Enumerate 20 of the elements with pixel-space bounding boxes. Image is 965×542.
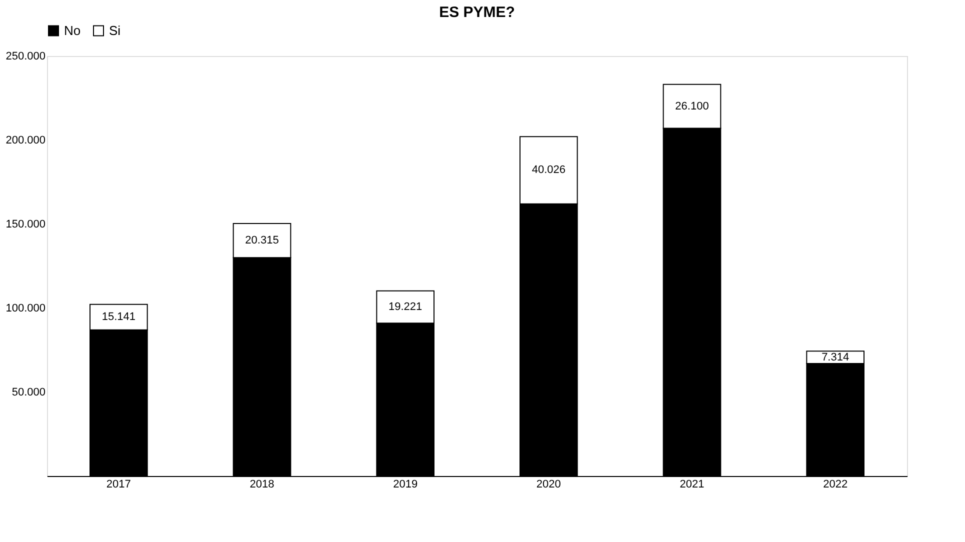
y-tick-label: 250.000 bbox=[6, 50, 46, 62]
legend-label: Si bbox=[109, 22, 121, 38]
data-label: 20.315 bbox=[245, 234, 279, 247]
y-tick-label: 200.000 bbox=[6, 134, 46, 146]
data-label: 19.221 bbox=[388, 300, 422, 313]
y-tick-label: 50.000 bbox=[12, 386, 46, 398]
data-label: 26.100 bbox=[675, 100, 709, 112]
x-tick-label: 2022 bbox=[823, 478, 848, 490]
chart-title: ES PYME? bbox=[439, 4, 515, 21]
data-label: 40.026 bbox=[532, 164, 566, 176]
y-tick-label: 150.000 bbox=[6, 218, 46, 230]
data-label: 7.314 bbox=[822, 351, 850, 364]
data-label: 15.141 bbox=[102, 311, 136, 324]
x-tick-label: 2017 bbox=[106, 478, 131, 490]
x-tick-label: 2019 bbox=[393, 478, 418, 490]
x-tick-label: 2021 bbox=[680, 478, 704, 490]
x-tick-label: 2020 bbox=[536, 478, 561, 490]
y-tick-label: 100.000 bbox=[6, 302, 46, 314]
legend-label: No bbox=[64, 22, 81, 38]
x-tick-label: 2018 bbox=[250, 478, 274, 490]
